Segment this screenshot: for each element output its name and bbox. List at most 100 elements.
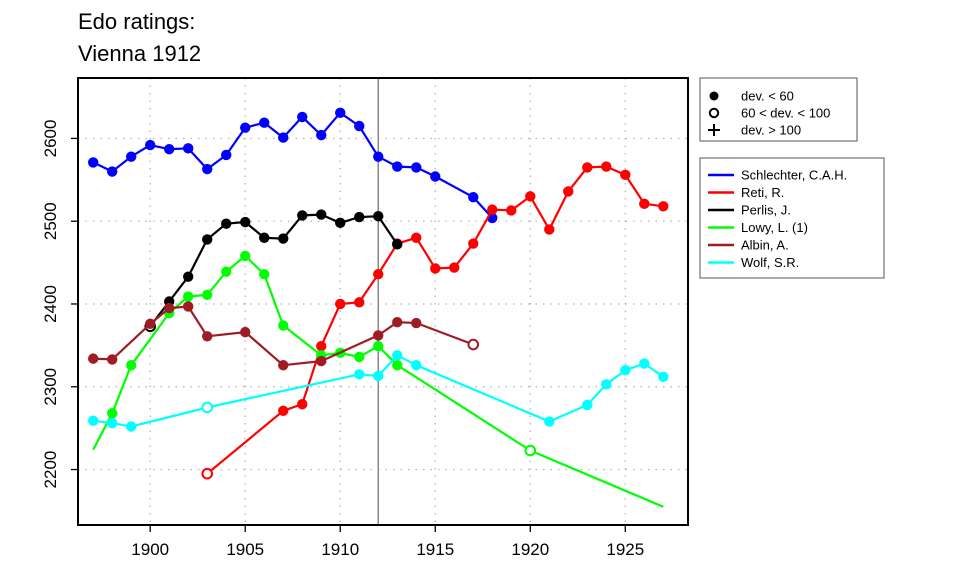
- open-circle-icon: [708, 107, 720, 119]
- chart-title-line-2: Vienna 1912: [78, 41, 201, 66]
- data-point: [88, 157, 99, 168]
- data-point: [373, 268, 384, 280]
- series-line: [206, 165, 664, 475]
- data-point: [107, 408, 118, 419]
- series-reti-r: [201, 161, 669, 480]
- series-legend-label: Perlis, J.: [741, 203, 791, 218]
- data-point: [145, 318, 156, 330]
- data-point: [126, 151, 137, 162]
- x-axis: 1900 1905 1910 1915 1920 1925: [131, 525, 644, 559]
- y-axis: 2200 2300 2400 2500 2600: [41, 120, 78, 489]
- data-point: [202, 234, 213, 245]
- data-point: [183, 301, 194, 312]
- series-legend-label: Schlechter, C.A.H.: [741, 168, 847, 183]
- data-point: [544, 224, 555, 235]
- data-point: [107, 354, 118, 365]
- data-point-open: [524, 444, 537, 457]
- series-legend-label: Wolf, S.R.: [741, 255, 799, 270]
- x-tick-label: 1915: [416, 540, 454, 559]
- data-point: [430, 171, 441, 182]
- data-point: [354, 120, 365, 132]
- data-point: [639, 358, 650, 369]
- data-point: [411, 317, 422, 329]
- series-schlechter-c-a-h: [88, 107, 498, 224]
- data-point: [601, 161, 612, 172]
- data-point: [316, 341, 327, 352]
- marker-legend-box: [699, 77, 858, 142]
- data-point: [392, 161, 403, 172]
- y-tick-label: 2200: [41, 451, 60, 489]
- data-point: [107, 417, 118, 429]
- data-point: [658, 371, 669, 383]
- data-point-open: [467, 338, 480, 351]
- data-point: [278, 233, 289, 244]
- data-point: [164, 143, 175, 155]
- x-tick-label: 1925: [606, 540, 644, 559]
- data-point: [126, 360, 137, 371]
- data-point: [335, 217, 346, 229]
- data-point: [221, 149, 232, 161]
- y-tick-label: 2600: [41, 120, 60, 158]
- marker-legend-label: dev. > 100: [741, 123, 801, 138]
- data-point: [354, 369, 365, 380]
- data-point: [278, 405, 289, 416]
- data-point: [259, 232, 270, 243]
- y-tick-label: 2400: [41, 285, 60, 323]
- data-point: [373, 151, 384, 162]
- data-point: [278, 320, 289, 331]
- data-point: [658, 201, 669, 212]
- data-point: [202, 331, 213, 342]
- series-legend-label: Reti, R.: [741, 185, 784, 200]
- data-point: [145, 139, 156, 151]
- x-tick-label: 1910: [321, 540, 359, 559]
- data-point: [563, 186, 574, 197]
- data-point: [335, 298, 346, 310]
- data-point: [354, 297, 365, 308]
- data-point: [183, 291, 194, 302]
- data-point: [354, 211, 365, 223]
- data-point: [639, 198, 650, 210]
- data-point: [259, 117, 270, 128]
- data-point: [392, 360, 403, 371]
- series-wolf-s-r: [88, 350, 669, 432]
- filled-circle-icon: [709, 91, 719, 101]
- data-point: [240, 250, 251, 262]
- data-point: [202, 163, 213, 175]
- data-point: [354, 351, 365, 363]
- y-tick-label: 2500: [41, 202, 60, 240]
- series-albin-a: [88, 301, 480, 371]
- data-point: [411, 232, 422, 243]
- data-point: [316, 355, 327, 367]
- data-point-open: [201, 467, 214, 480]
- series-line: [92, 111, 494, 219]
- data-point: [392, 239, 403, 250]
- data-point: [544, 416, 555, 427]
- data-point: [183, 271, 194, 282]
- data-point: [221, 218, 232, 229]
- data-point: [240, 216, 251, 228]
- data-point: [297, 111, 308, 123]
- series-legend: Schlechter, C.A.H. Reti, R. Perlis, J. Lowy…: [699, 157, 885, 279]
- data-point: [411, 360, 422, 371]
- data-point: [88, 353, 99, 364]
- plot-frame: [77, 77, 689, 526]
- data-point: [316, 129, 327, 141]
- data-point: [468, 238, 479, 249]
- data-point: [278, 360, 289, 371]
- data-point: [202, 289, 213, 301]
- data-point: [506, 205, 517, 216]
- data-point: [164, 302, 175, 314]
- data-point: [297, 210, 308, 221]
- x-tick-label: 1900: [131, 540, 169, 559]
- y-tick-label: 2300: [41, 368, 60, 406]
- data-point: [601, 379, 612, 390]
- data-point: [221, 266, 232, 277]
- data-point: [278, 132, 289, 143]
- chart-title-line-1: Edo ratings:: [78, 9, 195, 34]
- data-point: [373, 211, 384, 222]
- marker-legend-label: 60 < dev. < 100: [741, 106, 830, 121]
- data-point-open: [201, 401, 214, 414]
- data-point: [449, 262, 460, 273]
- series-legend-label: Albin, A.: [741, 238, 789, 253]
